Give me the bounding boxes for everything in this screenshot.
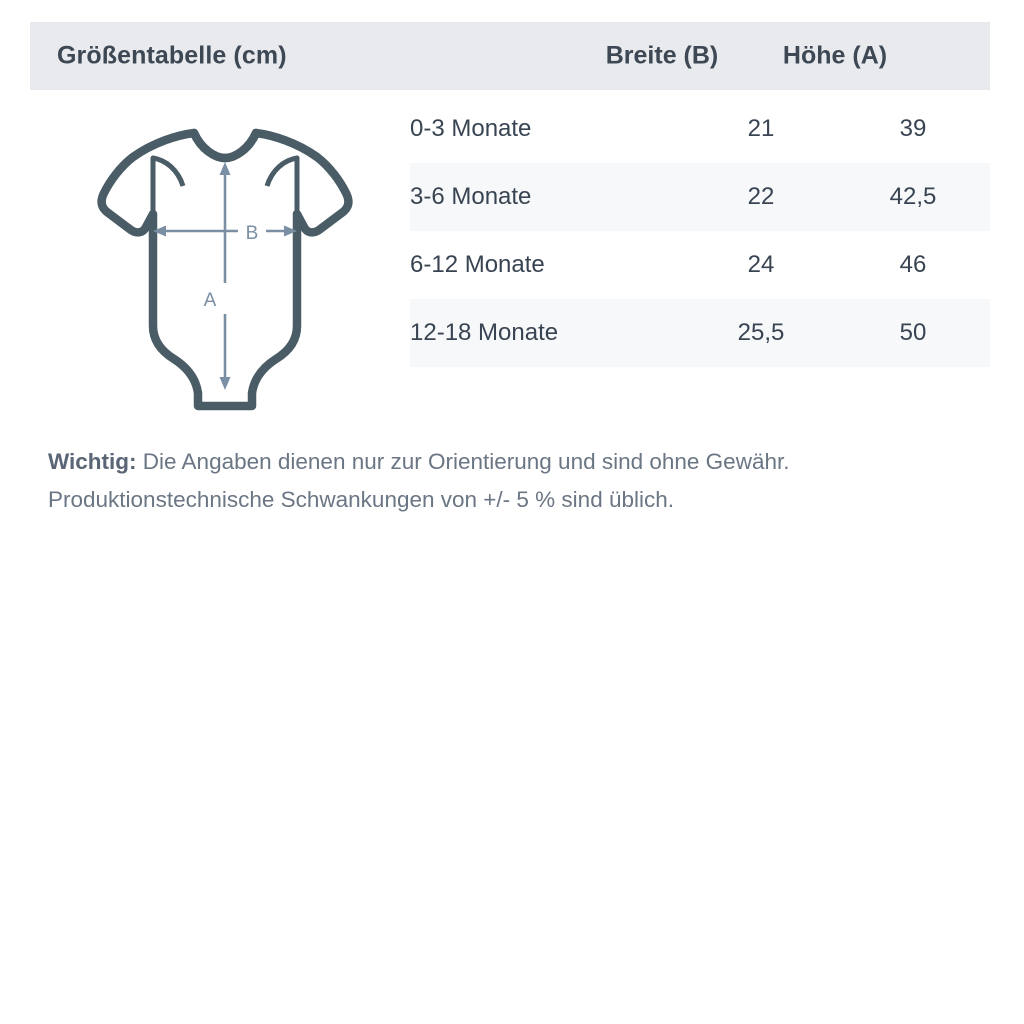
table-header-band: Größentabelle (cm) Breite (B) Höhe (A)	[30, 22, 990, 90]
column-header-width: Breite (B)	[605, 41, 719, 70]
size-table-body: 0-3 Monate 21 39 3-6 Monate 22 42,5 6-12…	[410, 95, 990, 367]
footnote-line-1: Die Angaben dienen nur zur Orientierung …	[136, 449, 790, 474]
table-row: 0-3 Monate 21 39	[410, 95, 990, 163]
dimension-label-height: A	[204, 290, 217, 311]
page-title: Größentabelle (cm)	[57, 41, 287, 70]
cell-size: 6-12 Monate	[410, 251, 545, 278]
cell-height: 39	[899, 115, 927, 142]
cell-width: 24	[747, 251, 775, 278]
table-row: 3-6 Monate 22 42,5	[410, 163, 990, 231]
dimension-label-width: B	[246, 223, 259, 244]
arrowhead-height-bottom	[219, 377, 231, 390]
footnote-line-2: Produktionstechnische Schwankungen von +…	[48, 487, 675, 512]
bodysuit-diagram: B A	[70, 118, 380, 418]
arrowhead-width-right	[284, 225, 297, 237]
footnote-disclaimer: Wichtig: Die Angaben dienen nur zur Orie…	[48, 443, 978, 519]
cell-height: 50	[899, 319, 927, 346]
cell-width: 22	[747, 183, 775, 210]
cell-size: 12-18 Monate	[410, 319, 559, 346]
bodysuit-icon: B A	[97, 128, 353, 411]
arrowhead-height-top	[219, 162, 231, 175]
arrowhead-width-left	[153, 225, 166, 237]
table-row: 12-18 Monate 25,5 50	[410, 299, 990, 367]
cell-height: 42,5	[889, 183, 937, 210]
column-header-height: Höhe (A)	[782, 41, 888, 70]
cell-width: 25,5	[737, 319, 785, 346]
cell-width: 21	[747, 115, 775, 142]
footnote-label: Wichtig:	[48, 449, 137, 474]
cell-height: 46	[899, 251, 927, 278]
cell-size: 3-6 Monate	[410, 183, 532, 210]
size-table: 0-3 Monate 21 39 3-6 Monate 22 42,5 6-12…	[410, 95, 990, 367]
table-row: 6-12 Monate 24 46	[410, 231, 990, 299]
cell-size: 0-3 Monate	[410, 115, 532, 142]
